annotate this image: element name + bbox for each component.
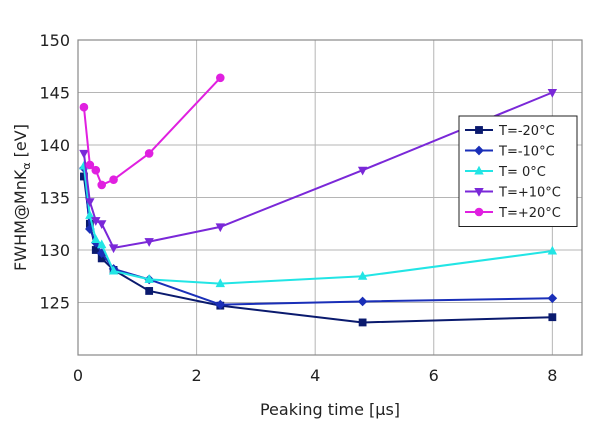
legend-entry: T=-10°C <box>465 145 555 160</box>
legend-marker <box>474 188 484 197</box>
legend: T=-20°C T=-10°C T= 0°C T=+10°C T=+20°C <box>458 115 578 227</box>
data-point <box>79 102 89 112</box>
x-tick-label: 0 <box>73 366 83 385</box>
x-axis-title: Peaking time [µs] <box>260 400 400 419</box>
data-point <box>547 89 558 98</box>
data-point <box>144 274 154 283</box>
legend-label: T= 0°C <box>498 165 546 180</box>
tick-labels: 0 2 4 6 8 125 130 135 140 145 150 <box>39 31 557 385</box>
legend-entry: T=+10°C <box>465 186 561 201</box>
data-point <box>144 149 154 158</box>
data-point <box>547 293 558 304</box>
series-line <box>82 77 222 186</box>
x-tick-label: 2 <box>191 366 201 385</box>
legend-marker <box>474 145 484 156</box>
series-3 <box>79 89 558 254</box>
x-tick-label: 4 <box>310 366 320 385</box>
plot-frame <box>77 39 583 356</box>
data-point <box>91 234 101 243</box>
legend-entry: T=+20°C <box>465 206 561 221</box>
y-tick-label: 135 <box>39 189 70 208</box>
legend-entry: T=-20°C <box>465 124 555 139</box>
data-point <box>358 318 367 327</box>
y-axis-title-subscript: α <box>20 162 33 169</box>
data-point <box>547 245 558 255</box>
y-tick-label: 125 <box>39 294 70 313</box>
series-layer <box>79 73 558 327</box>
data-point <box>548 313 557 322</box>
data-point <box>144 238 154 247</box>
legend-label: T=-20°C <box>498 124 555 139</box>
y-axis-title: FWHM@MnKα [eV] <box>11 124 33 271</box>
data-point <box>109 175 118 184</box>
y-axis-title-main: FWHM@MnK <box>11 169 30 271</box>
data-point <box>97 239 107 249</box>
data-point <box>85 198 95 207</box>
data-point <box>108 265 119 275</box>
data-point <box>357 271 368 280</box>
data-point <box>97 180 107 190</box>
y-tick-label: 150 <box>39 31 70 50</box>
data-point <box>215 278 226 288</box>
legend-marker <box>474 207 484 217</box>
y-axis-title-unit: [eV] <box>11 124 30 162</box>
legend-marker <box>474 165 484 175</box>
legend-label: T=+10°C <box>498 186 561 201</box>
x-tick-label: 8 <box>547 366 557 385</box>
y-tick-label: 145 <box>39 84 70 103</box>
data-point <box>357 296 368 307</box>
data-point <box>216 73 225 83</box>
series-2 <box>79 160 558 288</box>
legend-label: T=+20°C <box>498 206 561 221</box>
x-tick-label: 6 <box>429 366 439 385</box>
data-point <box>79 149 89 159</box>
data-point <box>91 165 101 175</box>
data-point <box>85 160 95 170</box>
data-point <box>85 210 95 219</box>
series-4 <box>79 73 225 190</box>
y-tick-label: 140 <box>39 136 70 155</box>
y-tick-label: 130 <box>39 241 70 260</box>
legend-marker <box>475 126 483 134</box>
data-point <box>97 220 107 229</box>
data-point <box>108 244 119 254</box>
data-point <box>145 287 154 295</box>
data-point <box>215 223 226 233</box>
data-point <box>357 166 368 176</box>
data-point <box>215 299 226 310</box>
legend-entry: T= 0°C <box>465 165 546 180</box>
legend-label: T=-10°C <box>498 145 555 160</box>
